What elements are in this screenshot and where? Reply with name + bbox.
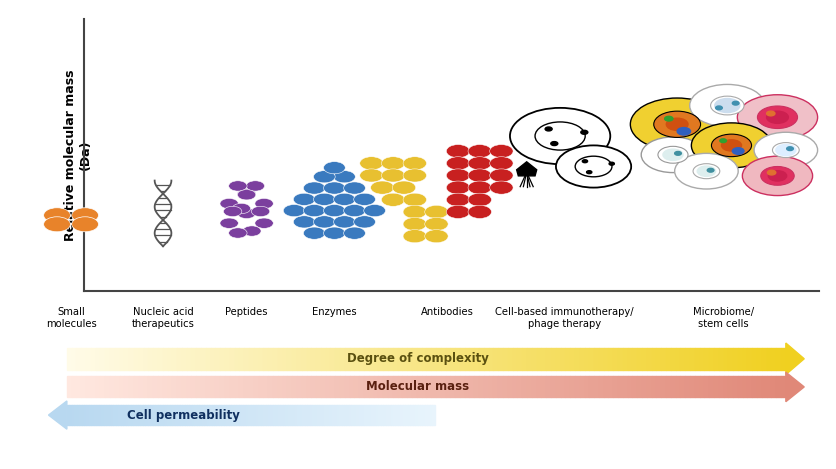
Text: Small
molecules: Small molecules xyxy=(46,307,96,329)
Text: Peptides: Peptides xyxy=(226,307,268,317)
Text: Antibodies: Antibodies xyxy=(421,307,474,317)
Text: Cell-based immunotherapy/
phage therapy: Cell-based immunotherapy/ phage therapy xyxy=(495,307,634,329)
Text: Cell permeability: Cell permeability xyxy=(127,408,241,422)
Text: Nucleic acid
therapeutics: Nucleic acid therapeutics xyxy=(131,307,195,329)
Text: Microbiome/
stem cells: Microbiome/ stem cells xyxy=(692,307,754,329)
Text: Enzymes: Enzymes xyxy=(312,307,357,317)
Y-axis label: Relative molecular mass
(Da): Relative molecular mass (Da) xyxy=(64,69,92,241)
Text: Degree of complexity: Degree of complexity xyxy=(347,352,489,365)
Text: Molecular mass: Molecular mass xyxy=(366,380,470,393)
